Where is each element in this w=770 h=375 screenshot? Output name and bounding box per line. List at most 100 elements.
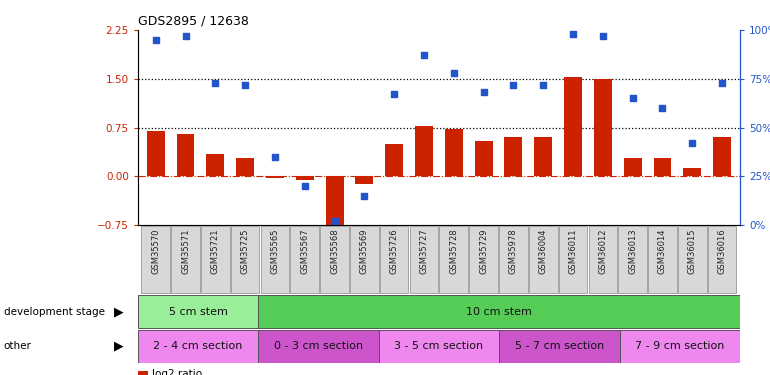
Point (239, 82, 251, 88)
Text: ▶: ▶ (114, 305, 123, 318)
Bar (385, 144, 403, 176)
Text: GSM35571: GSM35571 (181, 228, 190, 274)
Bar (258, 330, 379, 363)
Point (329, 218, 341, 224)
Bar (260, 226, 290, 293)
Text: 0 - 3 cm section: 0 - 3 cm section (274, 341, 363, 351)
Bar (138, 330, 258, 363)
Bar (142, 226, 170, 293)
Text: 5 - 7 cm section: 5 - 7 cm section (514, 341, 604, 351)
Bar (380, 226, 409, 293)
Point (299, 183, 311, 189)
Point (656, 105, 668, 111)
Bar (618, 226, 647, 293)
Point (179, 33, 192, 39)
Point (686, 140, 698, 146)
Text: 7 - 9 cm section: 7 - 9 cm section (635, 341, 725, 351)
Bar (620, 330, 740, 363)
Text: 5 cm stem: 5 cm stem (169, 307, 227, 316)
Text: log2 ratio: log2 ratio (152, 369, 202, 375)
Point (149, 37, 162, 43)
Bar (654, 158, 671, 176)
Bar (171, 226, 200, 293)
Bar (529, 226, 557, 293)
Bar (258, 295, 740, 328)
Bar (326, 176, 343, 225)
Text: GSM36012: GSM36012 (598, 228, 608, 274)
Bar (499, 226, 527, 293)
Text: GSM35567: GSM35567 (300, 228, 310, 274)
Point (477, 89, 490, 95)
Text: GSM35569: GSM35569 (360, 228, 369, 274)
Point (567, 31, 579, 37)
Text: development stage: development stage (4, 307, 105, 316)
Bar (176, 134, 195, 176)
Bar (410, 226, 438, 293)
Bar (138, 295, 258, 328)
Bar (320, 226, 349, 293)
Point (627, 95, 639, 101)
Bar (564, 78, 582, 176)
Bar (445, 129, 463, 176)
Text: 10 cm stem: 10 cm stem (466, 307, 532, 316)
Bar (379, 330, 499, 363)
Bar (588, 226, 618, 293)
Text: GSM35568: GSM35568 (330, 228, 339, 274)
Bar (440, 226, 468, 293)
Text: GSM36013: GSM36013 (628, 228, 637, 274)
Bar (266, 176, 284, 178)
Bar (534, 137, 552, 176)
Text: GSM36015: GSM36015 (688, 228, 697, 274)
Text: GSM35727: GSM35727 (420, 228, 428, 274)
Bar (678, 226, 707, 293)
Bar (236, 158, 254, 176)
Bar (594, 79, 612, 176)
Bar (474, 141, 493, 176)
Bar (415, 126, 433, 176)
Text: GSM35726: GSM35726 (390, 228, 399, 274)
Text: 2 - 4 cm section: 2 - 4 cm section (153, 341, 243, 351)
Bar (201, 226, 229, 293)
Bar (290, 226, 319, 293)
Text: 3 - 5 cm section: 3 - 5 cm section (394, 341, 484, 351)
Point (209, 80, 222, 86)
Point (716, 80, 728, 86)
Bar (147, 131, 165, 176)
Bar (356, 176, 373, 184)
Text: GSM35729: GSM35729 (479, 228, 488, 274)
Bar (713, 137, 731, 176)
Text: GSM35570: GSM35570 (151, 228, 160, 274)
Text: GDS2895 / 12638: GDS2895 / 12638 (138, 15, 249, 27)
Text: GSM36004: GSM36004 (539, 228, 547, 274)
Text: GSM36011: GSM36011 (568, 228, 578, 274)
Point (537, 82, 549, 88)
Bar (648, 226, 677, 293)
Bar (559, 226, 588, 293)
Bar (624, 158, 641, 176)
Point (597, 33, 609, 39)
Bar (469, 226, 498, 293)
Point (358, 193, 370, 199)
Point (507, 82, 520, 88)
Text: GSM35725: GSM35725 (241, 228, 249, 274)
Point (418, 53, 430, 58)
Text: GSM36016: GSM36016 (718, 228, 727, 274)
Text: GSM35565: GSM35565 (270, 228, 280, 274)
Bar (708, 226, 736, 293)
Text: GSM35978: GSM35978 (509, 228, 518, 274)
Text: GSM35721: GSM35721 (211, 228, 219, 274)
Bar (504, 137, 522, 176)
Bar (350, 226, 379, 293)
Bar (683, 168, 701, 176)
Bar (231, 226, 259, 293)
Bar (499, 330, 620, 363)
Point (388, 92, 400, 98)
Bar (296, 176, 313, 180)
Point (269, 154, 281, 160)
Text: GSM35728: GSM35728 (450, 228, 458, 274)
Text: other: other (4, 341, 32, 351)
Text: ▶: ▶ (114, 340, 123, 352)
Text: GSM36014: GSM36014 (658, 228, 667, 274)
Point (447, 70, 460, 76)
Bar (206, 153, 224, 176)
